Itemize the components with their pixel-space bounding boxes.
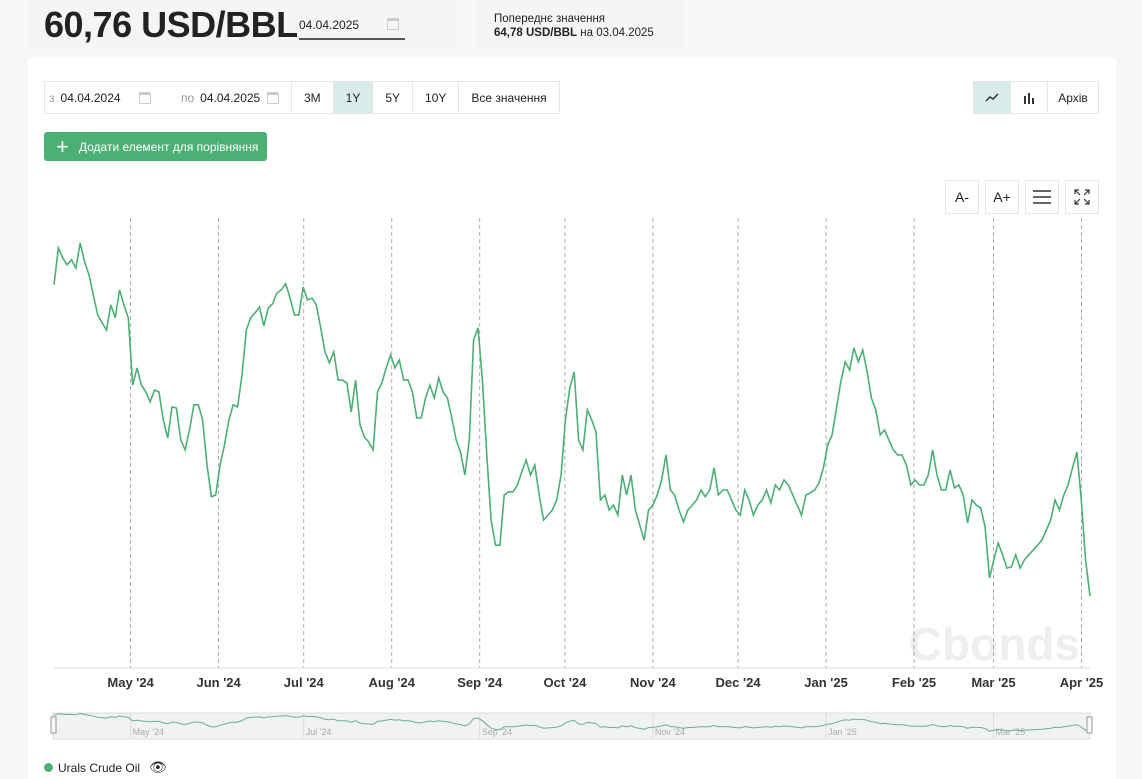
navigator-tick-label: Sep '24 bbox=[482, 727, 512, 737]
current-price: 60,76 USD/BBL bbox=[44, 4, 298, 45]
bar-chart-icon bbox=[1024, 92, 1034, 104]
x-tick-label: Aug '24 bbox=[369, 675, 416, 690]
line-chart-icon bbox=[985, 92, 999, 102]
x-tick-label: Apr '25 bbox=[1060, 675, 1104, 690]
x-tick-label: Nov '24 bbox=[630, 675, 676, 690]
x-tick-label: Dec '24 bbox=[716, 675, 762, 690]
price-date-value: 04.04.2025 bbox=[299, 18, 360, 32]
calendar-icon[interactable] bbox=[387, 18, 399, 30]
navigator-tick-label: Mar '25 bbox=[995, 727, 1025, 737]
previous-value-date: на 03.04.2025 bbox=[580, 27, 654, 39]
navigator-tick-label: Nov '24 bbox=[655, 727, 685, 737]
date-range-selector: з 04.04.2024 по 04.04.2025 3M 1Y 5Y 10Y Вс… bbox=[44, 81, 560, 114]
to-date: 04.04.2025 bbox=[200, 90, 261, 105]
x-tick-label: Jul '24 bbox=[284, 675, 325, 690]
font-decrease-button[interactable]: A- bbox=[945, 180, 979, 214]
previous-value-label: Попереднє значення bbox=[494, 13, 606, 25]
chart-panel bbox=[28, 58, 1116, 779]
preset-1y[interactable]: 1Y bbox=[333, 82, 374, 113]
from-date: 04.04.2024 bbox=[60, 90, 121, 105]
add-comparison-label: Додати елемент для порівняння bbox=[78, 139, 259, 154]
x-tick-label: May '24 bbox=[107, 675, 154, 690]
hamburger-icon bbox=[1033, 190, 1051, 204]
navigator-tick-label: Jan '25 bbox=[828, 727, 857, 737]
x-tick-label: Jan '25 bbox=[804, 675, 848, 690]
font-increase-button[interactable]: A+ bbox=[985, 180, 1019, 214]
fullscreen-icon bbox=[1074, 189, 1090, 205]
navigator-line bbox=[53, 712, 1091, 733]
navigator-handle-right[interactable] bbox=[1086, 716, 1093, 734]
x-tick-label: Jun '24 bbox=[196, 675, 241, 690]
bar-chart-button[interactable] bbox=[1010, 81, 1048, 114]
from-label: з bbox=[49, 90, 55, 105]
previous-value-amount: 64,78 USD/BBL bbox=[494, 27, 578, 39]
archive-button[interactable]: Архів bbox=[1047, 81, 1099, 114]
menu-button[interactable] bbox=[1025, 180, 1059, 214]
to-date-input[interactable]: по 04.04.2025 bbox=[169, 82, 292, 113]
calendar-icon[interactable] bbox=[267, 92, 279, 104]
calendar-icon[interactable] bbox=[139, 92, 151, 104]
navigator-tick-label: May '24 bbox=[133, 727, 164, 737]
legend-label: Urals Crude Oil bbox=[58, 760, 141, 775]
preset-5y[interactable]: 5Y bbox=[373, 82, 414, 113]
legend-marker bbox=[44, 763, 53, 772]
to-label: по bbox=[181, 90, 195, 105]
add-comparison-button[interactable]: + Додати елемент для порівняння bbox=[44, 132, 267, 161]
previous-value: Попереднє значення 64,78 USD/BBL на 03.0… bbox=[494, 12, 654, 40]
x-tick-label: Sep '24 bbox=[457, 675, 503, 690]
from-date-input[interactable]: з 04.04.2024 bbox=[45, 82, 169, 113]
previous-value-card bbox=[476, 0, 685, 54]
plus-icon: + bbox=[56, 133, 69, 159]
preset-10y[interactable]: 10Y bbox=[413, 82, 460, 113]
price-card bbox=[28, 0, 458, 54]
series-line-urals bbox=[53, 242, 1091, 597]
line-chart-button[interactable] bbox=[973, 81, 1011, 114]
legend-item-urals[interactable]: Urals Crude Oil 👁 bbox=[44, 759, 167, 776]
fullscreen-button[interactable] bbox=[1065, 180, 1099, 214]
preset-3m[interactable]: 3M bbox=[292, 82, 334, 113]
x-tick-label: Mar '25 bbox=[971, 675, 1015, 690]
watermark: Cbonds bbox=[909, 618, 1080, 670]
price-date-input[interactable]: 04.04.2025 bbox=[299, 18, 405, 40]
preset-all[interactable]: Все значення bbox=[471, 90, 547, 105]
x-tick-label: Feb '25 bbox=[892, 675, 936, 690]
x-tick-label: Oct '24 bbox=[543, 675, 587, 690]
eye-icon[interactable]: 👁 bbox=[149, 759, 167, 775]
navigator-handle-left[interactable] bbox=[50, 716, 57, 734]
navigator-tick-label: Jul '24 bbox=[306, 727, 332, 737]
